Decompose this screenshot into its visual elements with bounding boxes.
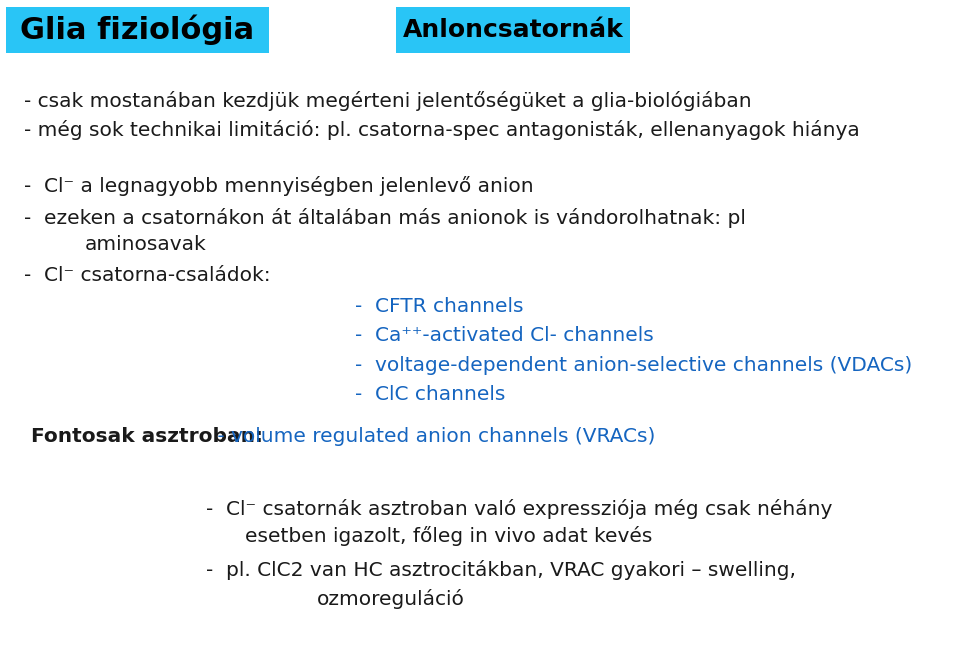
FancyBboxPatch shape (396, 7, 630, 53)
Text: -  Cl⁻ csatorna-családok:: - Cl⁻ csatorna-családok: (24, 266, 270, 286)
Text: - volume regulated anion channels (VRACs): - volume regulated anion channels (VRACs… (211, 427, 655, 447)
Text: -  pl. ClC2 van HC asztrocitákban, VRAC gyakori – swelling,: - pl. ClC2 van HC asztrocitákban, VRAC g… (206, 561, 796, 580)
Text: Fontosak asztroban:: Fontosak asztroban: (24, 427, 263, 447)
Text: aminosavak: aminosavak (84, 235, 206, 254)
Text: esetben igazolt, főleg in vivo adat kevés: esetben igazolt, főleg in vivo adat kevé… (245, 526, 652, 546)
Text: ozmoreguláció: ozmoreguláció (316, 589, 464, 608)
Text: Glia fiziológia: Glia fiziológia (20, 15, 254, 45)
FancyBboxPatch shape (6, 7, 269, 53)
Text: - csak mostanában kezdjük megérteni jelentőségüket a glia-biológiában: - csak mostanában kezdjük megérteni jele… (24, 91, 752, 111)
Text: - még sok technikai limitáció: pl. csatorna-spec antagonisták, ellenanyagok hián: - még sok technikai limitáció: pl. csato… (24, 121, 859, 140)
Text: -  ezeken a csatornákon át általában más anionok is vándorolhatnak: pl: - ezeken a csatornákon át általában más … (24, 209, 746, 228)
Text: -  Cl⁻ csatornák asztroban való expressziója még csak néhány: - Cl⁻ csatornák asztroban való expresszi… (206, 499, 832, 518)
Text: -  ClC channels: - ClC channels (355, 385, 505, 404)
Text: -  Ca⁺⁺-activated Cl- channels: - Ca⁺⁺-activated Cl- channels (355, 326, 654, 346)
Text: Anloncsatornák: Anloncsatornák (403, 18, 623, 42)
Text: -  Cl⁻ a legnagyobb mennyiségben jelenlevő anion: - Cl⁻ a legnagyobb mennyiségben jelenlev… (24, 176, 533, 196)
Text: -  voltage-dependent anion-selective channels (VDACs): - voltage-dependent anion-selective chan… (355, 355, 912, 375)
Text: -  CFTR channels: - CFTR channels (355, 297, 524, 316)
